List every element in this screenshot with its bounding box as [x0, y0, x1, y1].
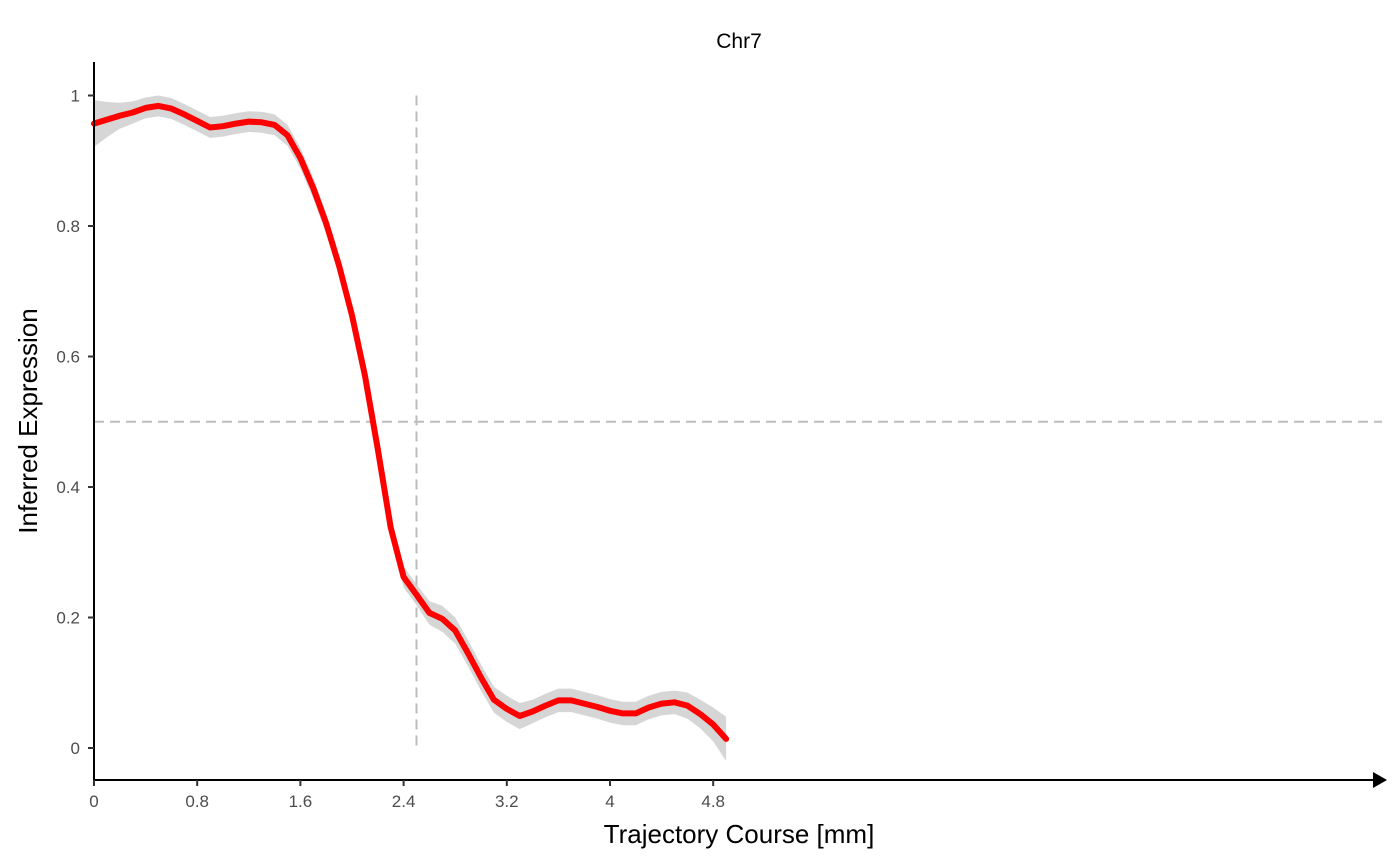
y-tick-label: 0.8 — [56, 217, 80, 236]
y-tick-label: 0.4 — [56, 478, 80, 497]
x-tick-label: 2.4 — [392, 792, 416, 811]
y-tick-label: 1 — [71, 87, 80, 106]
series-line — [91, 102, 730, 742]
x-axis-arrow-icon — [1373, 772, 1387, 788]
plot-title: Chr7 — [716, 30, 762, 53]
x-tick-label: 0 — [89, 792, 98, 811]
x-tick-label: 4 — [605, 792, 614, 811]
x-axis-title: Trajectory Course [mm] — [604, 819, 875, 849]
x-tick-label: 0.8 — [185, 792, 209, 811]
x-ticks: 0 0.8 1.6 2.4 3.2 4 4.8 — [89, 780, 725, 811]
plot-area — [91, 95, 1382, 761]
y-tick-label: 0.6 — [56, 348, 80, 367]
x-axis: 0 0.8 1.6 2.4 3.2 4 4.8 — [89, 772, 1387, 811]
x-tick-label: 1.6 — [289, 792, 313, 811]
y-ticks: 0 0.2 0.4 0.6 0.8 1 — [56, 87, 94, 758]
y-axis: 0 0.2 0.4 0.6 0.8 1 — [56, 62, 95, 780]
x-tick-label: 3.2 — [495, 792, 519, 811]
confidence-ribbon — [94, 95, 727, 761]
y-tick-label: 0.2 — [56, 609, 80, 628]
y-axis-title: Inferred Expression — [13, 308, 43, 533]
x-tick-label: 4.8 — [701, 792, 725, 811]
y-tick-label: 0 — [71, 739, 80, 758]
